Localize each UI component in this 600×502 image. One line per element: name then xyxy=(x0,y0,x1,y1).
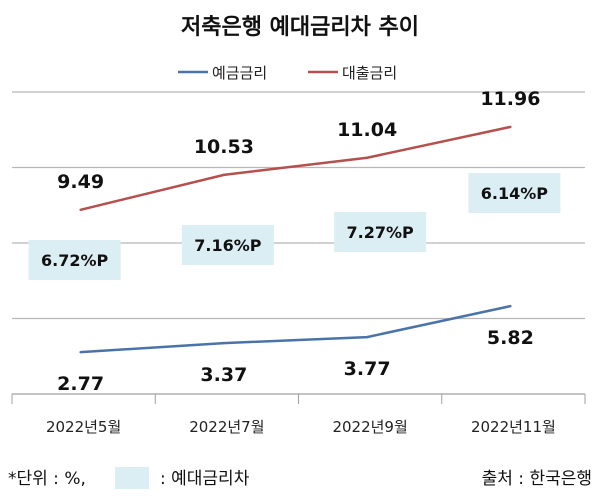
data-label: 11.04 xyxy=(337,119,397,141)
data-label: 3.37 xyxy=(200,364,247,386)
x-tick-label: 2022년11월 xyxy=(471,418,556,436)
x-tick-label: 2022년5월 xyxy=(46,418,121,436)
spread-box xyxy=(468,173,561,213)
data-label: 10.53 xyxy=(194,136,254,158)
series-line-deposit xyxy=(80,304,511,354)
series-line-loan xyxy=(80,125,511,211)
footer: *단위 : %, : 예대금리차 출처 : 한국은행 xyxy=(8,467,592,489)
data-label: 2.77 xyxy=(57,373,104,395)
spread-label: 7.16%P xyxy=(194,236,262,255)
spread-legend-swatch xyxy=(115,467,149,489)
data-point xyxy=(509,125,512,129)
data-point xyxy=(222,341,226,345)
chart-title: 저축은행 예대금리차 추이 xyxy=(181,15,419,40)
data-label: 5.82 xyxy=(487,327,534,349)
spread-legend-label: : 예대금리차 xyxy=(160,469,250,489)
source-note: 출처 : 한국은행 xyxy=(482,469,592,489)
data-point xyxy=(222,173,226,177)
data-point xyxy=(365,156,369,159)
data-point xyxy=(509,304,512,308)
x-axis: 2022년5월 2022년7월 2022년9월 2022년11월 xyxy=(11,393,586,436)
spread-box xyxy=(334,212,427,252)
spread-labels: 6.72%P 7.16%P 7.27%P 6.14%P xyxy=(28,173,561,280)
x-tick-label: 2022년7월 xyxy=(189,418,264,436)
legend: 예금금리 대출금리 xyxy=(178,64,397,82)
spread-label: 7.27%P xyxy=(347,223,415,242)
x-tick-label: 2022년9월 xyxy=(332,418,407,436)
spread-label: 6.14%P xyxy=(481,184,549,203)
data-point xyxy=(79,208,82,211)
data-point xyxy=(365,335,369,339)
data-point xyxy=(79,350,82,354)
spread-box xyxy=(28,240,121,280)
unit-note: *단위 : %, xyxy=(8,469,86,489)
legend-label: 대출금리 xyxy=(342,64,397,82)
data-label: 9.49 xyxy=(57,171,104,193)
legend-label: 예금금리 xyxy=(212,64,267,82)
series-lines: 2.77 3.37 3.77 5.82 9.49 10.53 11.04 11.96 xyxy=(57,88,540,395)
data-label: 11.96 xyxy=(480,88,540,110)
spread-box xyxy=(181,225,274,265)
spread-label: 6.72%P xyxy=(41,251,109,270)
data-label: 3.77 xyxy=(344,358,391,380)
